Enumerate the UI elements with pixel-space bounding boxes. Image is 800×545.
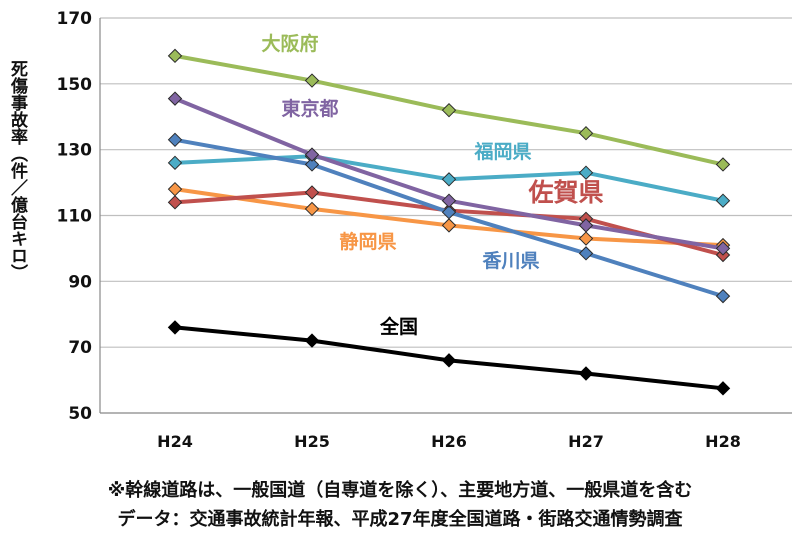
gridlines — [99, 17, 792, 414]
data-point — [167, 132, 183, 147]
x-tick-label: H28 — [705, 432, 741, 451]
series-全国 — [167, 320, 731, 396]
series-label: 全国 — [379, 315, 418, 338]
data-point — [304, 73, 320, 88]
data-point — [441, 102, 457, 118]
x-tick-label: H27 — [568, 432, 604, 451]
series-label: 福岡県 — [473, 140, 531, 163]
data-point — [304, 333, 320, 348]
series-東京都 — [167, 91, 731, 256]
x-tick-labels: H24 H25 H26 H27 H28 — [157, 432, 741, 451]
y-tick-labels: 50 70 90 110 130 150 170 — [57, 9, 93, 424]
data-point — [167, 91, 183, 106]
data-point — [715, 381, 731, 396]
x-tick-label: H26 — [431, 432, 467, 451]
data-point — [304, 147, 320, 162]
y-axis-label: 死傷事故率（件／億台キロ） — [7, 60, 27, 281]
data-point — [167, 155, 183, 171]
data-point — [715, 241, 731, 256]
data-point — [578, 366, 594, 381]
data-point — [441, 218, 457, 233]
data-point — [167, 195, 183, 210]
series-大阪府 — [167, 48, 731, 172]
series-label: 佐賀県 — [527, 178, 603, 207]
data-point — [441, 353, 457, 368]
series-label: 静岡県 — [339, 230, 396, 253]
data-point — [441, 205, 457, 220]
data-point — [167, 48, 183, 64]
data-point — [578, 165, 594, 180]
y-tick-label: 110 — [57, 207, 93, 227]
series-label: 香川県 — [481, 250, 539, 272]
data-point — [715, 157, 731, 172]
y-tick-label: 170 — [57, 9, 93, 29]
data-point — [304, 157, 320, 172]
x-tick-label: H24 — [157, 432, 193, 451]
data-point — [578, 246, 594, 261]
data-point — [441, 193, 457, 208]
series-香川県 — [167, 132, 731, 304]
y-tick-label: 90 — [68, 272, 92, 292]
series-label: 東京都 — [281, 97, 338, 120]
data-point — [578, 126, 594, 141]
data-point — [304, 185, 320, 200]
data-point — [578, 218, 594, 233]
data-point — [441, 172, 457, 187]
footnote: ※幹線道路は、一般国道（自専道を除く）、主要地方道、一般県道を含む — [107, 480, 693, 501]
y-tick-label: 150 — [57, 75, 93, 95]
data-point — [304, 201, 320, 217]
y-tick-label: 50 — [68, 404, 92, 424]
series-静岡県 — [167, 181, 731, 253]
data-source: データ：交通事故統計年報、平成27年度全国道路・街路交通情勢調査 — [117, 509, 683, 530]
data-point — [578, 231, 594, 246]
data-point — [715, 193, 731, 208]
y-tick-label: 70 — [68, 338, 92, 358]
data-point — [715, 288, 731, 304]
series-lines — [167, 48, 731, 396]
data-point — [167, 320, 183, 335]
y-tick-label: 130 — [57, 141, 93, 161]
series-label: 大阪府 — [261, 32, 318, 55]
data-point — [167, 181, 183, 197]
x-tick-label: H25 — [294, 432, 330, 451]
